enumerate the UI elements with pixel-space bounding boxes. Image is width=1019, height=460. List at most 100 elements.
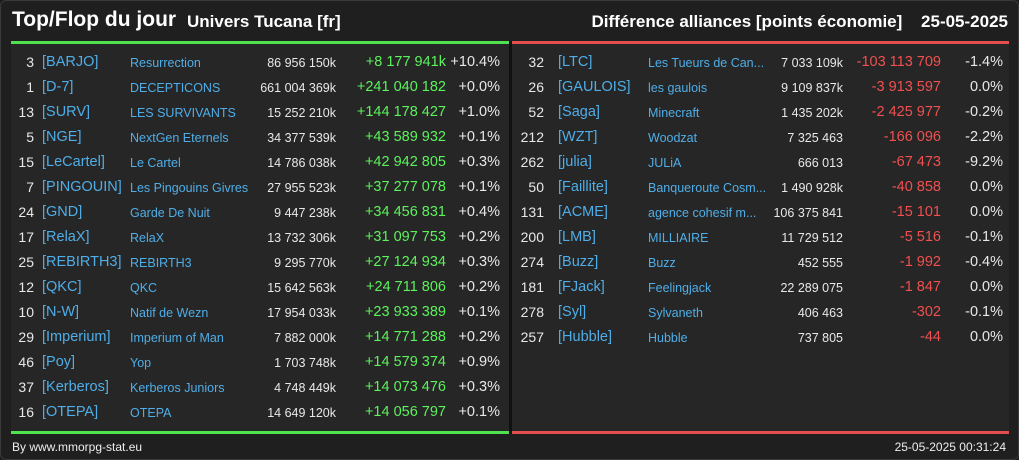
alliance-name-link[interactable]: agence cohesif m... [648,206,757,220]
alliance-name-link[interactable]: OTEPA [130,406,172,420]
alliance-tag-link[interactable]: [N-W] [42,304,80,320]
alliance-tag-link[interactable]: [Poy] [42,354,76,370]
top-panel: 3 [BARJO] Resurrection 86 956 150k +8 177 94… [11,41,509,434]
alliance-tag-link[interactable]: [GND] [42,204,83,220]
alliance-name-link[interactable]: Sylvaneth [648,306,703,320]
alliance-tag-link[interactable]: [NGE] [42,129,82,145]
alliance-name-link[interactable]: Les Pingouins Givres [130,181,249,195]
alliance-name-link[interactable]: NextGen Eternels [130,131,229,145]
alliance-tag-link[interactable]: [WZT] [558,129,598,145]
alliance-name-link[interactable]: Buzz [648,256,676,270]
alliance-name-link[interactable]: Les Tueurs de Can... [648,56,765,70]
flop-list: 32 [LTC] Les Tueurs de Can... 7 033 109k -10… [512,51,1009,351]
flop-panel: 32 [LTC] Les Tueurs de Can... 7 033 109k -10… [512,41,1009,434]
alliance-tag-link[interactable]: [GAULOIS] [558,79,631,95]
alliance-tag-link[interactable]: [REBIRTH3] [42,254,122,270]
alliance-tag-link[interactable]: [QKC] [42,279,82,295]
flop-row: 200 [LMB] MILLIAIRE 11 729 512 -5 516 -0.1% [512,226,1009,251]
points-cell: 15 642 563k [267,281,336,295]
alliance-name-link[interactable]: Woodzat [648,131,698,145]
alliance-tag-link[interactable]: [RelaX] [42,229,90,245]
percent-cell: -0.1% [965,229,1003,245]
percent-cell: +0.2% [458,279,500,295]
alliance-name-link[interactable]: Feelingjack [648,281,712,295]
alliance-tag-link[interactable]: [Hubble] [558,329,613,345]
alliance-name-link[interactable]: Resurrection [130,56,201,70]
top-row: 12 [QKC] QKC 15 642 563k +24 711 806 +0.2% [11,276,509,301]
alliance-name-link[interactable]: Banqueroute Cosm... [648,181,767,195]
points-cell: 11 729 512 [781,231,843,245]
alliance-name-link[interactable]: Le Cartel [130,156,181,170]
alliance-tag-link[interactable]: [ACME] [558,204,608,220]
rank-cell: 212 [520,129,544,145]
alliance-tag-link[interactable]: [BARJO] [42,54,99,70]
rank-cell: 12 [18,279,34,295]
alliance-tag-link[interactable]: [SURV] [42,104,91,120]
alliance-tag-link[interactable]: [Kerberos] [42,379,109,395]
points-cell: 406 463 [797,306,843,320]
top-row: 17 [RelaX] RelaX 13 732 306k +31 097 753 +0.2… [11,226,509,251]
top-row: 37 [Kerberos] Kerberos Juniors 4 748 449k +1… [11,376,509,401]
alliance-name-link[interactable]: LES SURVIVANTS [130,106,236,120]
points-cell: 15 252 210k [267,106,336,120]
alliance-name-link[interactable]: DECEPTICONS [130,81,221,95]
alliance-tag-link[interactable]: [LeCartel] [42,154,105,170]
alliance-name-link[interactable]: REBIRTH3 [130,256,192,270]
flop-row: 274 [Buzz] Buzz 452 555 -1 992 -0.4% [512,251,1009,276]
rank-cell: 278 [520,304,544,320]
points-cell: 13 732 306k [267,231,336,245]
difference-cell: -302 [911,304,941,320]
percent-cell: -2.2% [965,129,1003,145]
alliance-name-link[interactable]: QKC [130,281,158,295]
flop-row: 181 [FJack] Feelingjack 22 289 075 -1 847 0.0… [512,276,1009,301]
points-cell: 17 954 033k [267,306,336,320]
alliance-tag-link[interactable]: [Buzz] [558,254,599,270]
percent-cell: +0.1% [458,304,500,320]
alliance-name-link[interactable]: Minecraft [648,106,700,120]
flop-row: 212 [WZT] Woodzat 7 325 463 -166 096 -2.2% [512,126,1009,151]
percent-cell: +10.4% [450,54,500,70]
rank-cell: 17 [18,229,34,245]
alliance-name-link[interactable]: Hubble [648,331,688,345]
alliance-name-link[interactable]: JULiA [648,156,682,170]
alliance-tag-link[interactable]: [D-7] [42,79,74,95]
rank-cell: 32 [528,54,544,70]
alliance-tag-link[interactable]: [Faillite] [558,179,608,195]
header-right: Différence alliances [points économie] 2… [591,12,1008,32]
alliance-name-link[interactable]: Kerberos Juniors [130,381,225,395]
difference-cell: -40 858 [891,179,941,195]
top-row: 25 [REBIRTH3] REBIRTH3 9 295 770k +27 124 93… [11,251,509,276]
alliance-tag-link[interactable]: [FJack] [558,279,605,295]
alliance-name-link[interactable]: MILLIAIRE [648,231,709,245]
alliance-tag-link[interactable]: [julia] [558,154,592,170]
percent-cell: 0.0% [969,204,1003,220]
difference-cell: +43 589 932 [364,129,446,145]
difference-cell: +144 178 427 [356,104,446,120]
alliance-name-link[interactable]: RelaX [130,231,165,245]
points-cell: 9 109 837k [781,81,843,95]
alliance-name-link[interactable]: Natif de Wezn [130,306,209,320]
alliance-tag-link[interactable]: [Syl] [558,304,587,320]
difference-cell: +42 942 805 [364,154,446,170]
alliance-tag-link[interactable]: [Imperium] [42,329,111,345]
percent-cell: +1.0% [458,104,500,120]
flop-row: 50 [Faillite] Banqueroute Cosm... 1 490 928… [512,176,1009,201]
points-cell: 737 805 [797,331,843,345]
points-cell: 34 377 539k [267,131,336,145]
alliance-name-link[interactable]: Imperium of Man [130,331,224,345]
percent-cell: +0.3% [458,254,500,270]
alliance-tag-link[interactable]: [OTEPA] [42,404,99,420]
alliance-tag-link[interactable]: [LMB] [558,229,596,245]
alliance-tag-link[interactable]: [LTC] [558,54,593,70]
difference-cell: -3 913 597 [871,79,941,95]
alliance-name-link[interactable]: Yop [130,356,152,370]
rank-cell: 13 [18,104,34,120]
top-row: 7 [PINGOUIN] Les Pingouins Givres 27 955 52… [11,176,509,201]
alliance-tag-link[interactable]: [PINGOUIN] [42,179,122,195]
alliance-tag-link[interactable]: [Saga] [558,104,600,120]
alliance-name-link[interactable]: Garde De Nuit [130,206,210,220]
points-cell: 86 956 150k [267,56,336,70]
alliance-name-link[interactable]: les gaulois [648,81,708,95]
rank-cell: 15 [18,154,34,170]
